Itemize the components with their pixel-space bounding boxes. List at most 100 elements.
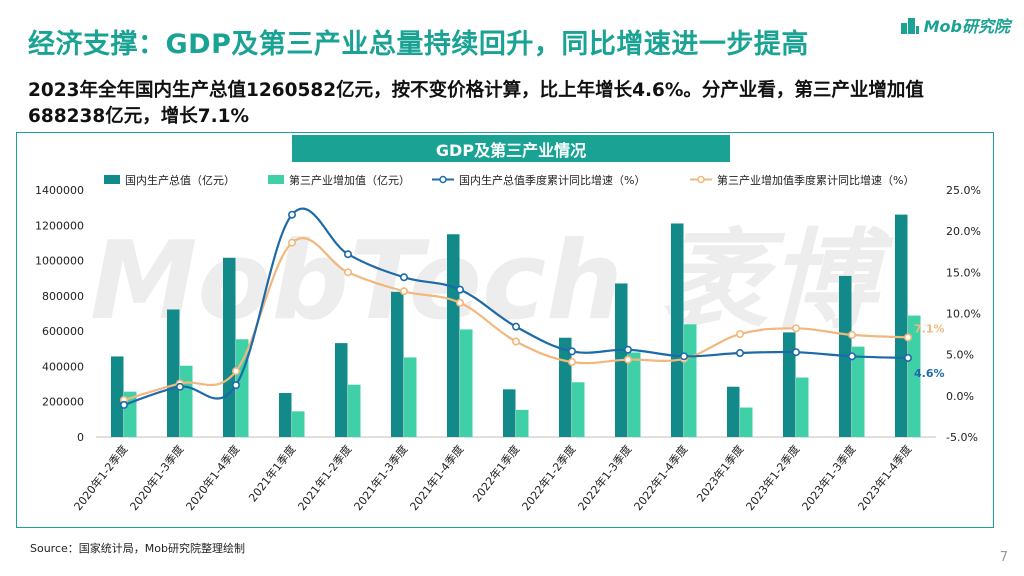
bar-gdp [447, 234, 460, 437]
bar-tertiary [628, 352, 641, 437]
page-number: 7 [999, 550, 1008, 565]
point-gdp-growth [903, 353, 912, 362]
bar-tertiary [348, 384, 361, 437]
bar-tertiary [516, 409, 529, 437]
building-logo-icon [900, 18, 919, 34]
bar-gdp [167, 309, 180, 437]
source-note: Source：国家统计局，Mob研究院整理绘制 [30, 542, 245, 555]
x-tick-label: 2020年1-3季度 [127, 442, 187, 513]
point-tertiary-growth [791, 324, 800, 333]
bar-gdp [223, 257, 236, 437]
bar-tertiary [460, 329, 473, 437]
x-tick-label: 2020年1-2季度 [71, 442, 131, 513]
x-tick-label: 2023年1-3季度 [799, 442, 859, 513]
summary-text: 2023年全年国内生产总值1260582亿元，按不变价格计算，比上年增长4.6%… [28, 80, 924, 127]
bar-tertiary [180, 365, 193, 437]
brand-logo: Mob研究院 [900, 12, 1010, 38]
x-tick-label: 2021年1-3季度 [351, 442, 411, 513]
legend-label: 国内生产总值季度累计同比增速（%） [459, 173, 645, 187]
point-tertiary-growth [847, 330, 856, 339]
bar-gdp [503, 389, 516, 437]
y-right-tick-label: -5.0% [946, 431, 978, 444]
point-tertiary-growth [455, 298, 464, 307]
y-left-tick-label: 1200000 [35, 219, 84, 232]
point-gdp-growth [120, 400, 129, 409]
x-tick-label: 2022年1-3季度 [575, 442, 635, 513]
point-tertiary-growth [735, 330, 744, 339]
bar-tertiary [292, 411, 305, 437]
bar-gdp [783, 332, 796, 437]
legend-label: 第三产业增加值（亿元） [289, 173, 410, 187]
y-left-tick-label: 200000 [42, 396, 84, 409]
bar-tertiary [572, 382, 585, 437]
point-tertiary-growth [232, 367, 241, 376]
y-right-tick-label: 5.0% [946, 349, 974, 362]
x-tick-label: 2021年1-2季度 [295, 442, 355, 513]
x-tick-label: 2021年1季度 [245, 442, 298, 504]
y-right-tick-label: 0.0% [946, 390, 974, 403]
point-tertiary-growth [399, 287, 408, 296]
point-gdp-growth [455, 285, 464, 294]
bar-gdp [727, 386, 740, 437]
chart-title: GDP及第三产业情况 [292, 135, 730, 162]
x-tick-label: 2022年1季度 [469, 442, 522, 504]
point-tertiary-growth [903, 333, 912, 342]
legend-marker [439, 175, 447, 184]
point-gdp-growth [287, 210, 296, 219]
y-right-tick-label: 20.0% [946, 225, 981, 238]
y-left-tick-label: 1000000 [35, 255, 84, 268]
y-left-tick-label: 600000 [42, 325, 84, 338]
bar-tertiary [796, 377, 809, 437]
bar-gdp [391, 291, 404, 437]
point-gdp-growth [511, 322, 520, 331]
data-label: 4.6% [914, 367, 945, 380]
page-title: 经济支撑：GDP及第三产业总量持续回升，同比增速进一步提高 [28, 29, 809, 60]
bar-gdp [111, 356, 124, 437]
y-left-tick-label: 0 [77, 431, 84, 444]
point-gdp-growth [567, 347, 576, 356]
x-tick-label: 2023年1-2季度 [743, 442, 803, 513]
bar-tertiary [908, 315, 921, 437]
line-gdp-growth [123, 207, 909, 406]
y-right-tick-label: 10.0% [946, 308, 981, 321]
bar-gdp [279, 393, 292, 437]
bar-tertiary [740, 407, 753, 437]
point-gdp-growth [176, 382, 185, 391]
legend-label: 国内生产总值（亿元） [125, 173, 235, 187]
legend-marker [697, 175, 705, 184]
point-gdp-growth [791, 348, 800, 357]
y-left-tick-label: 400000 [42, 360, 84, 373]
point-gdp-growth [399, 273, 408, 282]
x-tick-label: 2023年1季度 [693, 442, 746, 504]
y-right-tick-label: 15.0% [946, 266, 981, 279]
point-gdp-growth [623, 345, 632, 354]
x-tick-label: 2022年1-2季度 [519, 442, 579, 513]
y-left-tick-label: 800000 [42, 290, 84, 303]
point-gdp-growth [232, 381, 241, 390]
y-right-tick-label: 25.0% [946, 184, 981, 197]
point-gdp-growth [847, 352, 856, 361]
point-tertiary-growth [287, 238, 296, 247]
logo-text: Mob研究院 [923, 17, 1010, 36]
bar-gdp [895, 214, 908, 437]
point-tertiary-growth [623, 355, 632, 364]
point-gdp-growth [679, 352, 688, 361]
chart-panel [16, 132, 994, 528]
bar-tertiary [404, 357, 417, 437]
bar-tertiary [684, 324, 697, 437]
point-tertiary-growth [343, 268, 352, 277]
line-tertiary-growth [123, 237, 909, 402]
legend-swatch [104, 175, 120, 184]
point-tertiary-growth [567, 358, 576, 367]
bar-gdp [671, 223, 684, 437]
bar-tertiary [852, 346, 865, 437]
x-tick-label: 2022年1-4季度 [631, 442, 691, 513]
legend-label: 第三产业增加值季度累计同比增速（%） [717, 173, 914, 187]
point-gdp-growth [343, 250, 352, 259]
point-gdp-growth [735, 349, 744, 358]
bar-gdp [335, 343, 348, 437]
x-tick-label: 2020年1-4季度 [183, 442, 243, 513]
x-tick-label: 2023年1-4季度 [855, 442, 915, 513]
y-left-tick-label: 1400000 [35, 184, 84, 197]
